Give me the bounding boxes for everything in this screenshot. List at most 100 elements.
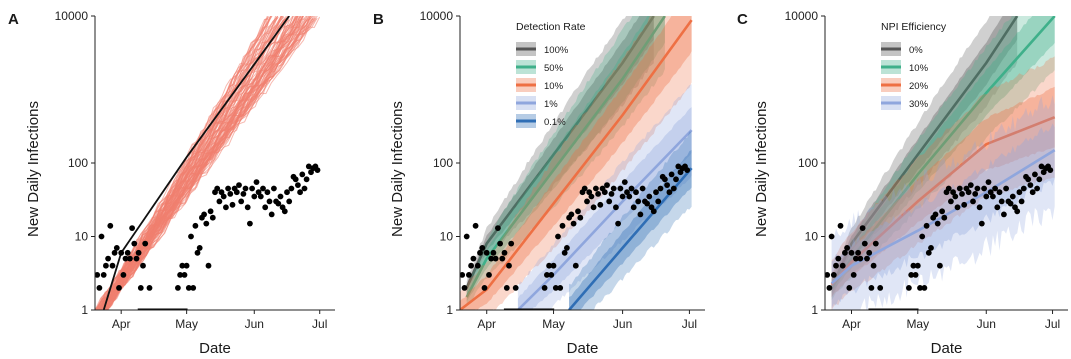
observed-point [859,225,866,232]
y-tick-label: 100 [68,156,88,170]
legend-item: 100% [516,42,569,56]
observed-point [610,185,617,192]
observed-point [260,185,266,192]
observed-point [978,220,985,227]
observed-point [992,185,998,192]
observed-point [872,240,879,247]
observed-point [908,272,915,278]
y-tick-label: 10 [805,230,819,244]
legend-label: 10% [544,81,564,92]
panel-a: 1 10 100 10000 Apr May Jun Jul Date New Daily Inf… [8,9,335,357]
observed-point [617,185,624,192]
observed-point [564,245,570,251]
observed-point [277,193,284,200]
observed-point [619,193,626,200]
observed-point [637,211,644,218]
series-line-3 [516,129,693,310]
observed-point [974,185,981,192]
observed-point [835,255,842,262]
observed-point [468,262,474,269]
observed-point [247,220,253,227]
observed-point [967,182,974,189]
observed-point [844,245,850,251]
observed-point [552,285,559,291]
x-tick-label: May [175,317,198,331]
observed-point [481,285,488,291]
observed-point [853,255,859,262]
y-tick-label: 1 [811,303,818,317]
observed-point [919,233,926,240]
observed-point [142,240,149,247]
observed-point [463,233,470,240]
observed-point [98,233,105,240]
observed-point [140,262,146,269]
observed-point [828,233,835,240]
observed-point [1014,208,1021,215]
observed-point [179,262,186,269]
observed-point [932,211,939,218]
observed-point [846,285,853,291]
observed-point [577,214,584,221]
observed-point [633,189,639,196]
observed-point [994,204,1001,211]
ensemble-trajectory [99,16,300,310]
observed-point [945,185,952,192]
legend-label: 30% [909,99,929,110]
observed-point [177,272,184,278]
legend-item: 50% [516,60,564,74]
ci-band-outer-2 [460,16,692,310]
observed-point [284,189,290,196]
observed-point [983,193,990,200]
observed-point [937,262,943,269]
observed-point [850,272,857,278]
ci-band-inner-3 [517,107,692,310]
observed-point [848,249,855,256]
observed-point [959,191,965,197]
legend-item: 1% [516,96,558,110]
observed-point [105,255,111,262]
observed-point [961,201,968,208]
x-tick-label: May [906,317,929,331]
observed-point [292,176,299,183]
observed-point [253,179,260,186]
observed-point [466,272,472,278]
observed-point [925,249,932,256]
legend: Detection Rate 100% 50% 10% 1% 0.1% [516,21,586,128]
observed-point [941,214,948,221]
x-tick-label: Jul [682,317,697,331]
plot-area [825,16,1056,310]
observed-point [257,193,264,200]
observed-point [842,249,848,256]
observed-point [508,240,515,247]
observed-point [593,185,599,192]
legend-label: 20% [909,81,929,92]
observed-point [1032,171,1038,178]
observed-point [981,185,987,192]
legend: NPI Efficiency 0% 10% 20% 30% [881,21,947,110]
observed-point [100,272,107,278]
y-tick-label: 100 [433,156,453,170]
y-tick-label: 1 [81,303,88,317]
observed-point [684,167,691,174]
observed-point [227,191,234,197]
observed-point [866,249,873,256]
observed-point [864,255,870,262]
observed-point [305,163,312,170]
observed-point [1047,167,1054,174]
observed-point [606,198,613,205]
observed-point [557,285,564,291]
x-axis-label: Date [199,340,231,357]
observed-point [1034,185,1040,192]
observed-point [998,198,1005,205]
observed-point [483,249,490,256]
observed-point [861,240,868,247]
observed-point [548,272,555,278]
x-tick-label: Jul [312,317,327,331]
observed-point [954,204,961,211]
legend-item: 10% [516,78,564,92]
ensemble-trajectory [101,16,298,310]
x-tick-label: May [542,317,565,331]
observed-point [928,245,934,251]
observed-point [604,182,610,189]
observed-point [461,285,468,291]
